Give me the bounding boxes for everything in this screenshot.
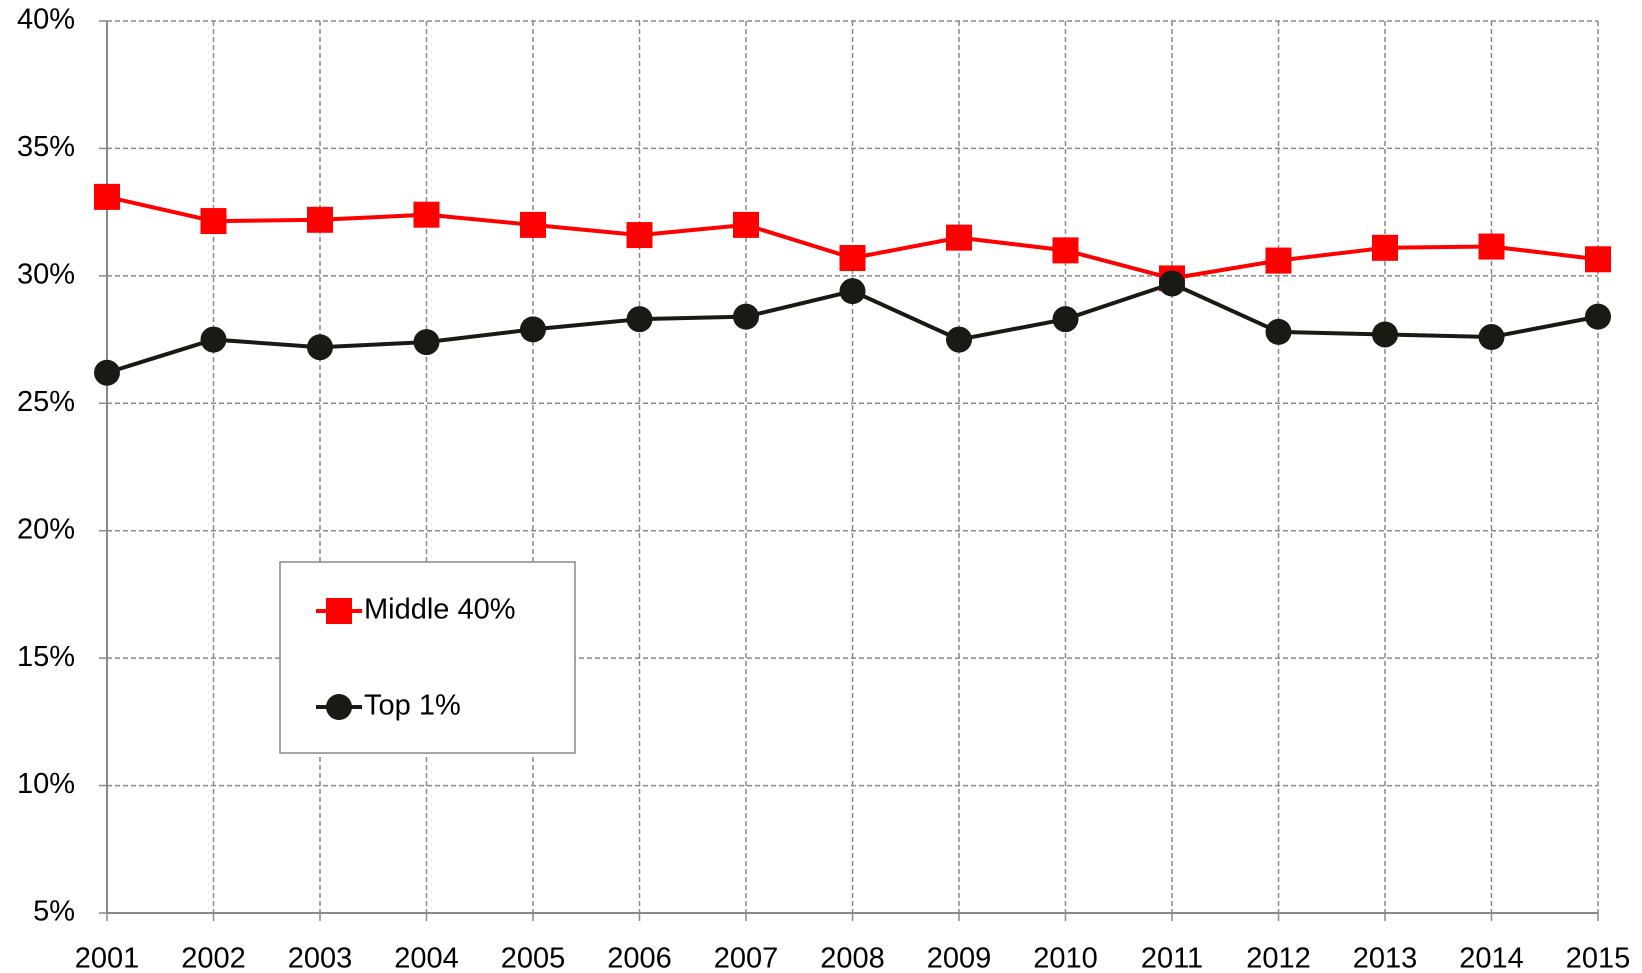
marker (413, 201, 440, 228)
y-tick-label: 30% (17, 259, 75, 291)
marker (200, 208, 227, 235)
marker (1372, 321, 1398, 348)
legend-box (279, 561, 576, 754)
marker (307, 206, 333, 233)
marker (520, 316, 546, 343)
marker (94, 359, 120, 386)
x-tick-label: 2015 (1566, 943, 1631, 973)
x-tick-label: 2014 (1459, 943, 1524, 973)
x-tick-label: 2006 (607, 943, 672, 973)
marker (626, 222, 653, 249)
marker (733, 211, 759, 238)
marker (520, 211, 546, 238)
marker (413, 329, 440, 356)
marker (326, 694, 352, 720)
y-tick-label: 5% (33, 896, 75, 928)
y-tick-label: 10% (17, 768, 75, 800)
marker (1372, 234, 1398, 261)
x-tick-label: 2011 (1141, 943, 1203, 973)
marker (1052, 237, 1079, 264)
x-tick-label: 2002 (181, 943, 246, 973)
x-tick-label: 2001 (75, 943, 140, 973)
x-tick-label: 2009 (927, 943, 992, 973)
marker (1478, 233, 1505, 260)
x-tick-label: 2005 (501, 943, 566, 973)
marker (1265, 247, 1292, 274)
marker (839, 278, 866, 305)
x-tick-label: 2013 (1353, 943, 1418, 973)
marker (839, 245, 866, 272)
marker (307, 334, 333, 361)
marker (1585, 303, 1611, 330)
marker (1159, 270, 1185, 297)
y-tick-label: 25% (17, 386, 75, 418)
marker (200, 326, 227, 353)
marker (1478, 324, 1505, 351)
marker (1052, 306, 1079, 333)
y-tick-label: 20% (17, 513, 75, 545)
x-tick-label: 2004 (394, 943, 459, 973)
marker (626, 306, 653, 333)
marker (946, 224, 972, 251)
y-tick-label: 40% (17, 4, 75, 36)
marker (94, 183, 120, 210)
marker (1265, 318, 1292, 345)
x-tick-label: 2007 (714, 943, 779, 973)
x-tick-label: 2010 (1033, 943, 1098, 973)
y-tick-label: 15% (17, 641, 75, 673)
marker (326, 598, 352, 624)
marker (946, 326, 972, 353)
legend-label: Top 1% (364, 690, 461, 722)
marker (1585, 246, 1611, 273)
marker (733, 303, 759, 330)
x-tick-label: 2008 (820, 943, 885, 973)
legend: Middle 40% Top 1% (279, 561, 576, 754)
x-tick-label: 2012 (1246, 943, 1311, 973)
x-tick-label: 2003 (288, 943, 353, 973)
legend-label: Middle 40% (364, 594, 516, 626)
y-tick-label: 35% (17, 131, 75, 163)
